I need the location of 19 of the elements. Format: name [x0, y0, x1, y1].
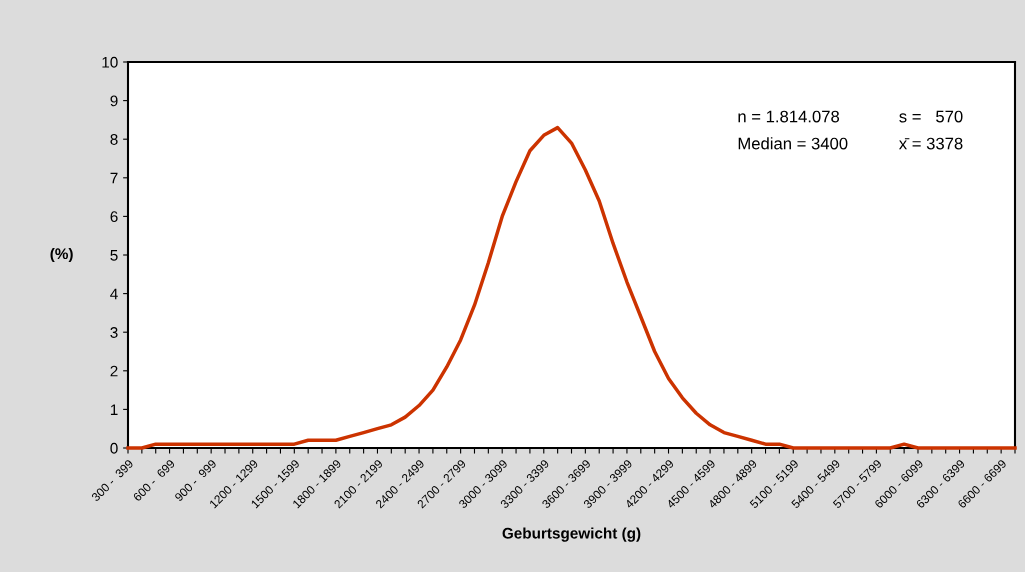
y-tick-label: 9 [110, 95, 118, 107]
annotation: Median = 3400 [738, 137, 848, 150]
y-tick-label: 10 [102, 56, 118, 68]
annotation: n = 1.814.078 [738, 110, 840, 123]
y-tick-label: 4 [110, 288, 118, 300]
x-axis-title: Geburtsgewicht (g) [502, 527, 641, 542]
annotation: x̄ = 3378 [898, 137, 963, 150]
y-axis-title: (%) [50, 247, 73, 263]
y-tick-label: 1 [110, 404, 118, 415]
y-tick-label: 7 [110, 172, 118, 184]
x-tick-label: 300 - 399 [90, 459, 134, 502]
y-tick-label: 5 [110, 250, 118, 261]
x-tick-label: 600 - 699 [132, 459, 176, 502]
y-tick-label: 2 [110, 365, 118, 377]
annotation: s = 570 [899, 110, 963, 123]
y-tick-label: 3 [110, 327, 118, 338]
y-tick-label: 8 [110, 134, 118, 145]
y-tick-label: 6 [110, 211, 118, 223]
y-tick-label: 0 [110, 442, 118, 454]
